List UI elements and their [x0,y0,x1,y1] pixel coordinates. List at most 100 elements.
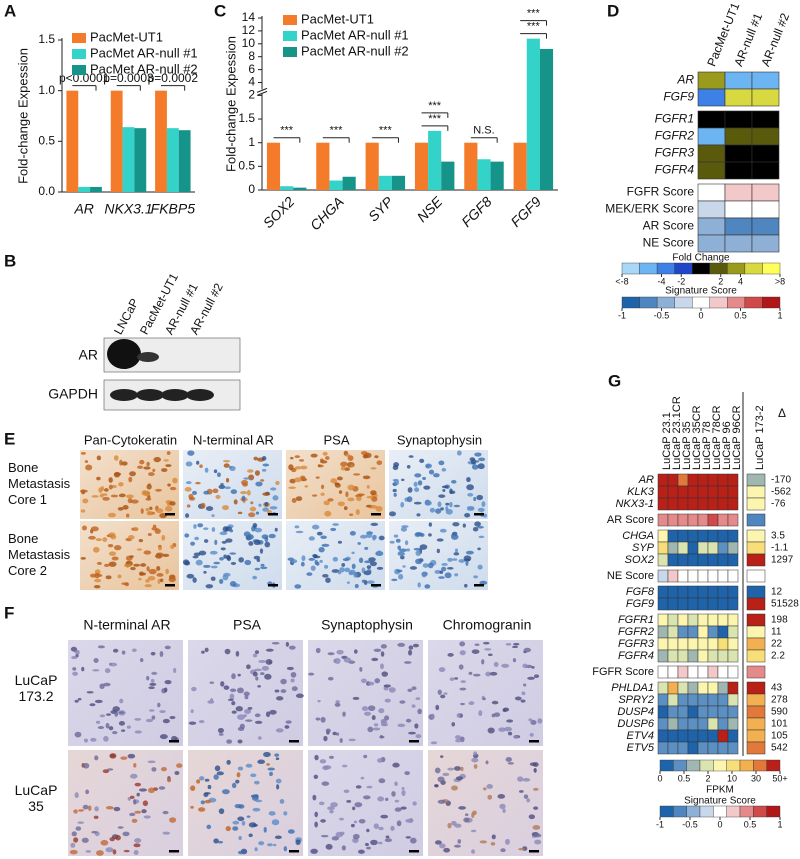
micrograph-cell [487,653,493,657]
micrograph-cell [267,843,273,847]
heatmap-cell [727,541,739,555]
micrograph-cell [397,642,406,647]
micrograph-cell [366,495,374,499]
heatmap-cell [657,473,669,487]
micrograph-cell [122,505,129,510]
micrograph-cell [390,825,395,831]
micrograph-cell [252,575,258,580]
micrograph-cell [371,715,376,721]
micrograph-cell [255,799,263,803]
micrograph-cell [405,718,412,723]
legend-block [659,759,674,772]
micrograph-cell [518,847,525,851]
row-label: DUSP6 [617,718,655,730]
legend-block [686,805,701,818]
micrograph-cell [529,762,537,767]
heatmap-cell [667,497,679,511]
micrograph-cell [272,495,279,501]
micrograph-cell [409,818,414,823]
micrograph-cell [203,539,209,543]
y-tick-label: 8 [248,49,255,63]
legend-tick-label: 1 [777,310,782,320]
micrograph-cell [204,778,210,782]
micrograph-cell [223,554,227,559]
micrograph-cell [477,564,483,570]
heatmap-cell [746,741,766,755]
micrograph-cell [81,525,87,531]
heatmap-cell [746,649,766,663]
micrograph-cell [108,561,117,567]
micrograph-cell [523,683,527,687]
micrograph-cell [332,731,337,736]
micrograph-cell [137,465,143,469]
micrograph-cell [229,552,237,555]
scale-bar [165,584,175,587]
heatmap-cell [697,200,726,219]
heatmap-cell [677,497,689,511]
heatmap-cell [677,613,689,627]
micrograph-cell [477,525,484,529]
micrograph-cell [471,757,479,763]
micrograph-cell [484,648,492,651]
micrograph-cell [403,661,412,664]
micrograph-cell [393,492,397,497]
micrograph-cell [325,456,330,460]
micrograph-cell [329,809,334,814]
micrograph-cell [415,532,423,537]
micrograph-cell [389,540,395,544]
micrograph-cell [476,494,484,501]
row-label: FGFR3 [618,638,655,650]
micrograph-cell [149,506,153,510]
micrograph-cell [261,534,269,540]
micrograph-cell [193,524,197,529]
heatmap-cell [697,485,709,499]
micrograph-cell [157,578,161,584]
micrograph-cell [473,673,481,677]
heatmap-cell [727,497,739,511]
legend-block [762,262,781,275]
micrograph-cell [203,527,209,531]
micrograph-cell [371,657,379,662]
bar [428,130,442,190]
micrograph-cell [373,648,382,652]
micrograph-cell [441,563,448,566]
legend-tick-label: 4 [738,276,743,286]
heatmap-cell [746,717,766,731]
micrograph-cell [415,550,422,556]
bar [329,180,343,190]
micrograph-cell [505,838,510,845]
micrograph-cell [412,643,419,648]
micrograph-cell [188,721,197,725]
heatmap-cell [697,127,726,146]
heatmap-cell [657,569,669,583]
micrograph [80,450,179,519]
micrograph-cell [288,464,294,471]
micrograph [308,640,423,746]
column-header: Synaptophysin [321,617,413,633]
micrograph-cell [447,767,455,771]
micrograph-cell [218,733,224,736]
heatmap-cell [667,741,679,755]
micrograph-cell [190,541,196,546]
heatmap-cell [697,681,709,695]
panel-letter: E [4,429,15,448]
micrograph-cell [143,550,152,555]
micrograph-cell [126,725,131,729]
axis-break [256,87,268,93]
heatmap-cell [667,485,679,499]
micrograph-cell [244,709,252,715]
micrograph-cell [211,514,215,518]
micrograph-cell [329,755,334,759]
micrograph-cell [327,806,335,811]
y-axis-label: Fold-change Expession [223,36,238,172]
heatmap-cell [724,234,753,253]
micrograph-cell [319,759,327,764]
micrograph-cell [522,778,531,782]
micrograph-cell [89,703,96,707]
micrograph-cell [257,759,266,765]
micrograph-cell [134,838,142,843]
heatmap-cell [746,597,766,611]
micrograph-cell [421,571,427,578]
micrograph-cell [460,702,465,706]
